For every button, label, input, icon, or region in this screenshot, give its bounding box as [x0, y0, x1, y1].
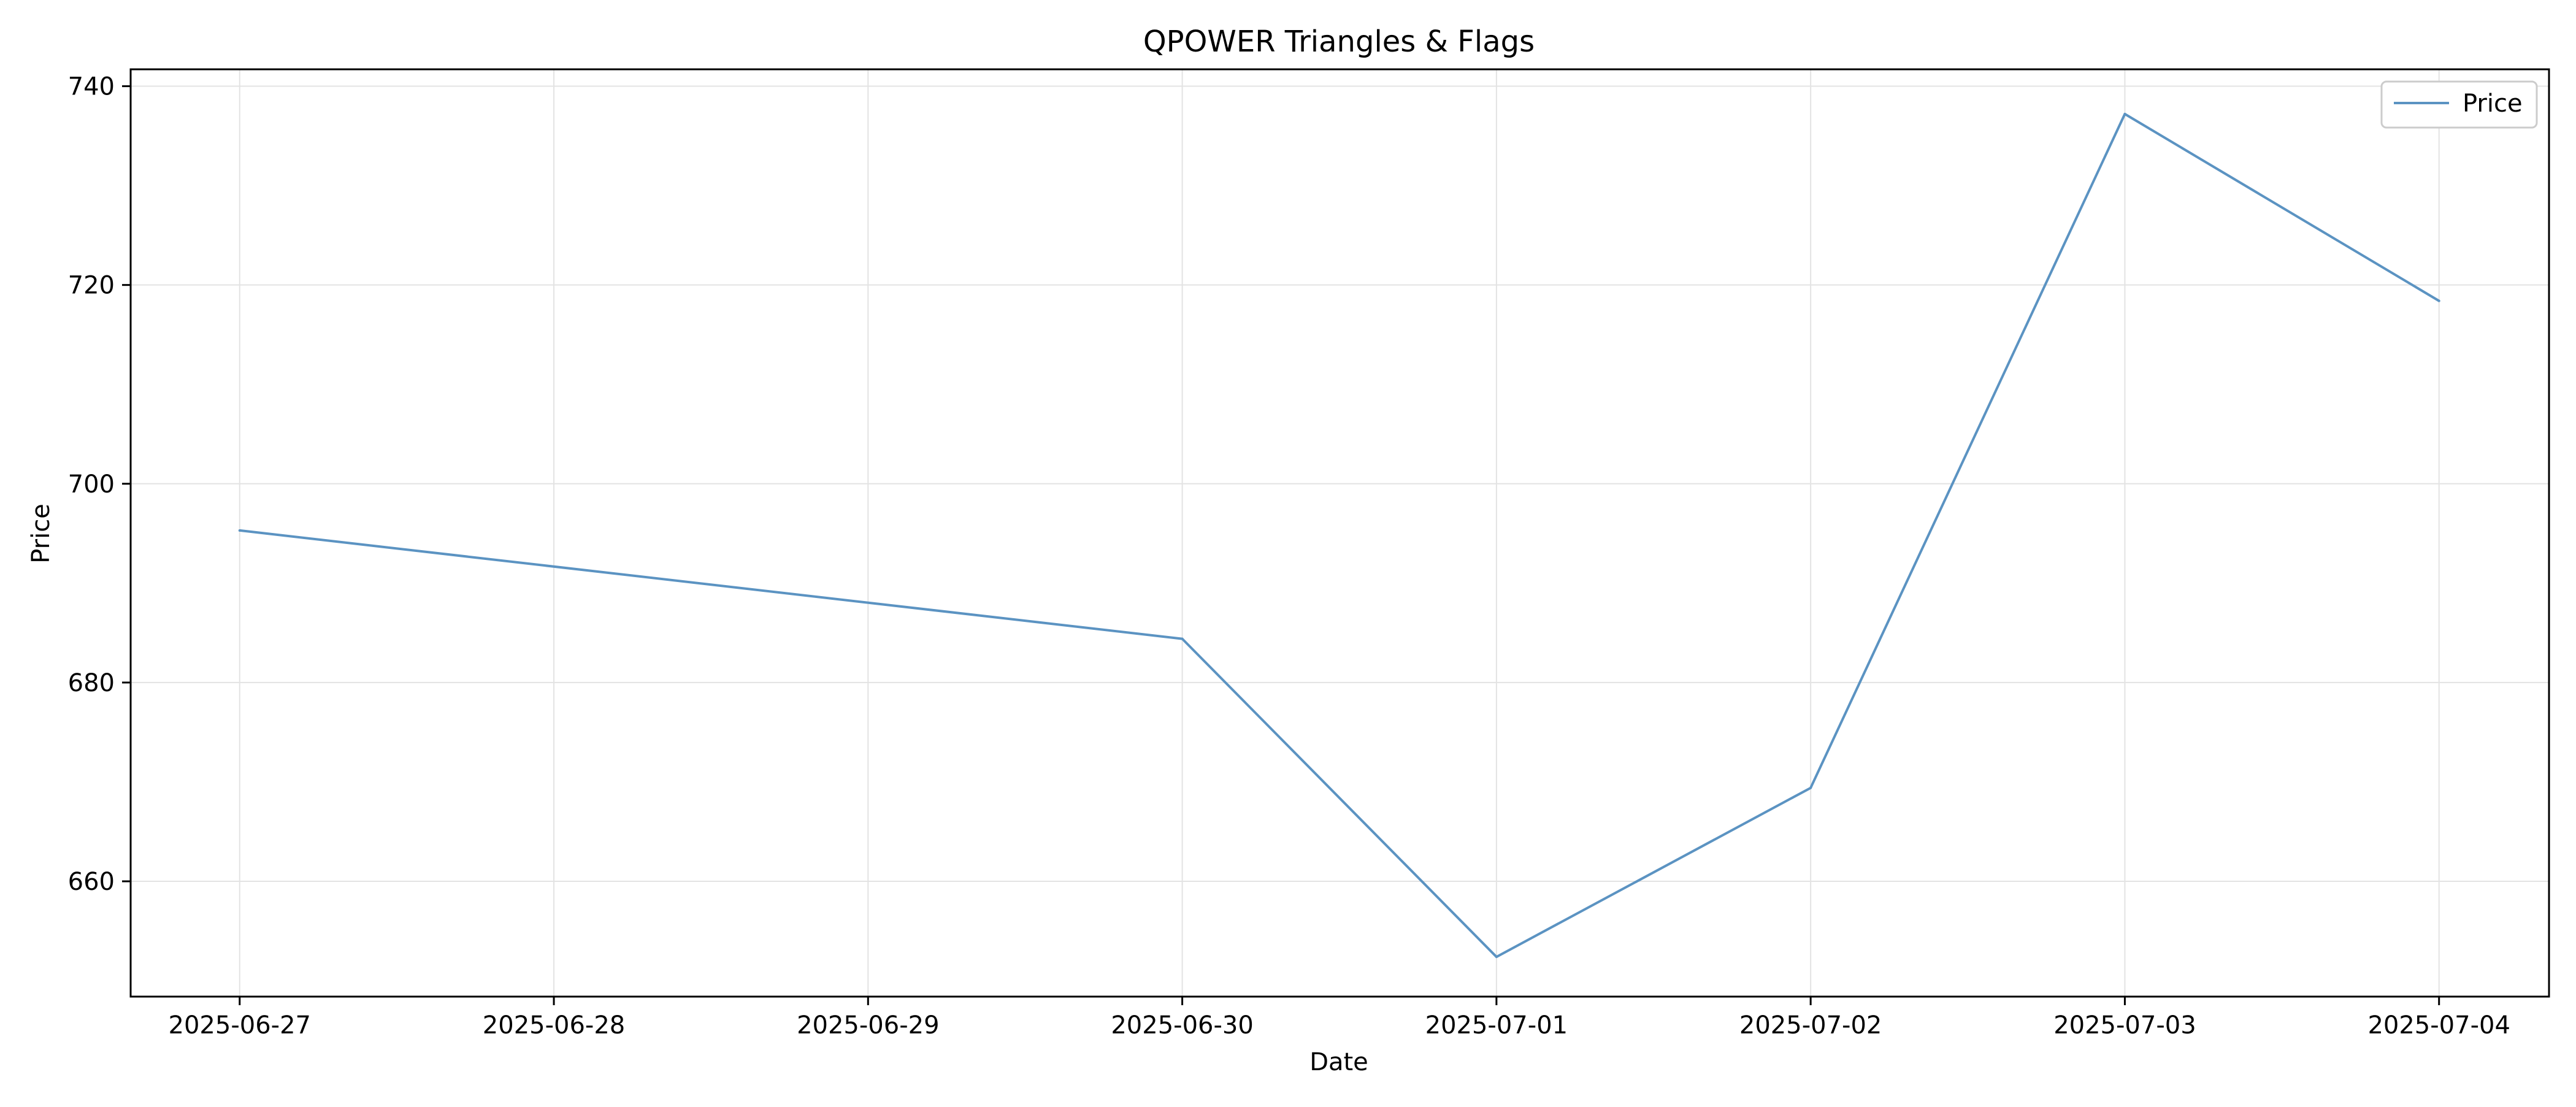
data-point [1181, 637, 1184, 640]
y-tick-label: 660 [68, 868, 115, 896]
data-point [1495, 956, 1498, 959]
gridlines [131, 69, 2549, 997]
y-tick-label: 700 [68, 470, 115, 499]
data-point [1809, 786, 1812, 789]
data-point [238, 529, 241, 532]
plot-frame [129, 68, 2550, 998]
data-point [2437, 299, 2440, 302]
y-axis-label: Price [27, 504, 55, 564]
x-tick-label: 2025-07-02 [1739, 1011, 1882, 1040]
legend-label: Price [2463, 90, 2523, 118]
legend-box [2380, 80, 2538, 129]
x-tick-label: 2025-06-27 [169, 1011, 311, 1040]
x-tick-label: 2025-07-01 [1425, 1011, 1568, 1040]
series-layer [238, 112, 2440, 959]
x-tick-label: 2025-07-04 [2367, 1011, 2510, 1040]
x-tick-label: 2025-06-29 [797, 1011, 939, 1040]
legend: Price [2380, 80, 2538, 129]
y-tick-label: 680 [68, 669, 115, 697]
chart-title: QPOWER Triangles & Flags [1143, 25, 1535, 59]
data-point [2123, 112, 2126, 115]
x-axis-label: Date [1309, 1048, 1368, 1076]
x-tick-label: 2025-07-03 [2053, 1011, 2196, 1040]
x-tick-label: 2025-06-28 [483, 1011, 625, 1040]
y-tick-label: 740 [68, 73, 115, 101]
x-axis-ticks: 2025-06-27 2025-06-28 2025-06-29 2025-06-30… [169, 997, 2510, 1040]
series-line-price [239, 112, 2440, 959]
x-tick-label: 2025-06-30 [1111, 1011, 1253, 1040]
y-axis-ticks: 660 680 700 720 740 [68, 73, 131, 896]
y-tick-label: 720 [68, 272, 115, 300]
